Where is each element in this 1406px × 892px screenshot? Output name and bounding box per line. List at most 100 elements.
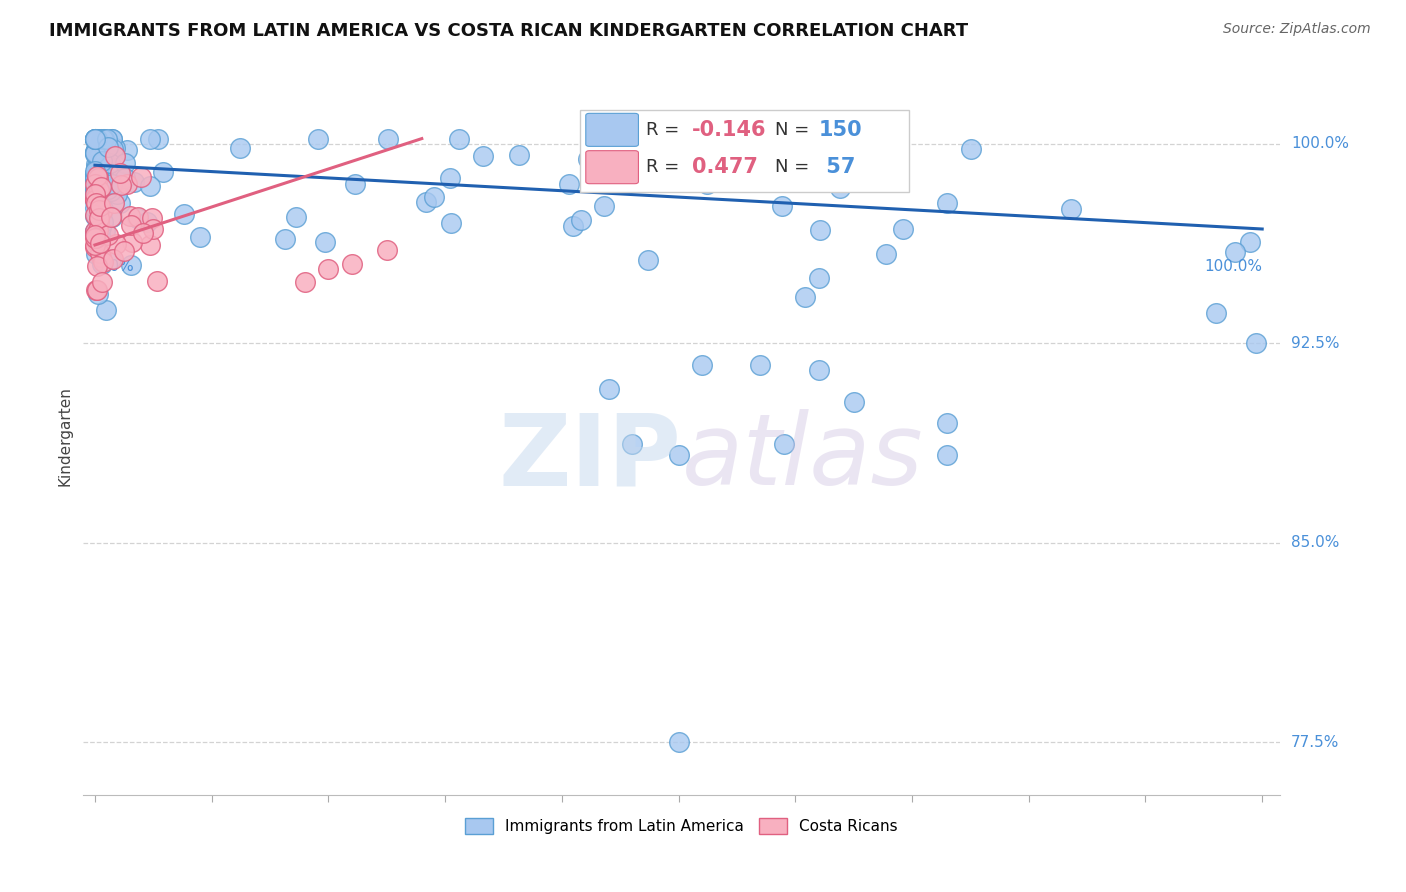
- Point: [84, 177, 107, 191]
- Point: [307, 131, 329, 145]
- Point: [96, 131, 118, 145]
- Point: [104, 141, 127, 155]
- Point: [439, 171, 461, 186]
- Point: [84, 227, 107, 242]
- Point: [84, 230, 107, 244]
- Point: [120, 218, 142, 232]
- Point: [84, 187, 107, 202]
- Point: [107, 182, 129, 196]
- Point: [314, 235, 336, 249]
- Point: [87, 149, 110, 163]
- Point: [89, 211, 111, 226]
- Text: 0.477: 0.477: [692, 157, 758, 178]
- Point: [637, 252, 659, 267]
- Point: [875, 247, 897, 261]
- Point: [91, 202, 114, 217]
- Point: [91, 168, 114, 182]
- Point: [101, 131, 124, 145]
- Point: [749, 358, 772, 372]
- Point: [110, 172, 132, 186]
- Point: [84, 235, 107, 249]
- Point: [90, 219, 112, 234]
- Point: [87, 179, 110, 194]
- Point: [87, 150, 110, 164]
- Point: [808, 222, 831, 236]
- Point: [141, 211, 163, 225]
- Point: [100, 210, 122, 224]
- Legend: Immigrants from Latin America, Costa Ricans: Immigrants from Latin America, Costa Ric…: [465, 819, 897, 834]
- Point: [89, 183, 111, 197]
- Point: [98, 155, 121, 169]
- Point: [84, 168, 107, 182]
- Point: [344, 177, 367, 191]
- Point: [90, 251, 112, 265]
- Point: [770, 199, 793, 213]
- Text: Source: ZipAtlas.com: Source: ZipAtlas.com: [1223, 22, 1371, 37]
- Point: [84, 247, 107, 261]
- Point: [96, 170, 118, 185]
- Point: [87, 223, 110, 237]
- Point: [89, 229, 111, 244]
- Point: [598, 382, 620, 396]
- Point: [84, 229, 107, 244]
- Point: [84, 231, 107, 245]
- Point: [1239, 235, 1261, 250]
- Point: [87, 166, 110, 180]
- Point: [84, 283, 107, 297]
- Point: [90, 154, 112, 169]
- Point: [94, 223, 117, 237]
- Point: [129, 169, 152, 184]
- Point: [104, 149, 127, 163]
- Point: [84, 143, 107, 157]
- Point: [84, 192, 107, 206]
- Point: [84, 210, 107, 224]
- Point: [84, 172, 107, 186]
- Text: IMMIGRANTS FROM LATIN AMERICA VS COSTA RICAN KINDERGARTEN CORRELATION CHART: IMMIGRANTS FROM LATIN AMERICA VS COSTA R…: [49, 22, 969, 40]
- Point: [90, 136, 112, 150]
- Text: -0.146: -0.146: [692, 120, 766, 140]
- Point: [807, 363, 830, 377]
- Point: [89, 236, 111, 251]
- Point: [84, 191, 107, 205]
- Point: [173, 207, 195, 221]
- Point: [87, 287, 110, 301]
- Point: [375, 244, 398, 258]
- Point: [84, 208, 107, 222]
- Point: [105, 186, 128, 201]
- Point: [90, 276, 112, 290]
- Point: [127, 210, 149, 224]
- Point: [125, 211, 148, 225]
- Point: [91, 208, 114, 222]
- Point: [84, 225, 107, 239]
- Text: 150: 150: [820, 120, 863, 140]
- Point: [84, 173, 107, 187]
- Point: [1060, 202, 1083, 216]
- Point: [91, 204, 114, 219]
- Point: [318, 261, 340, 276]
- Point: [772, 437, 794, 451]
- Point: [100, 252, 122, 266]
- Point: [84, 181, 107, 195]
- Point: [228, 141, 250, 155]
- Point: [84, 169, 107, 184]
- Point: [100, 210, 122, 224]
- Point: [117, 177, 139, 191]
- Point: [84, 131, 107, 145]
- Point: [84, 194, 107, 208]
- Point: [831, 173, 853, 187]
- Point: [422, 189, 444, 203]
- Point: [132, 226, 155, 240]
- Point: [114, 156, 136, 170]
- Point: [96, 302, 118, 317]
- Point: [807, 271, 830, 285]
- Point: [86, 131, 108, 145]
- Text: N =: N =: [775, 158, 815, 177]
- Point: [89, 199, 111, 213]
- Point: [935, 195, 957, 210]
- Point: [115, 143, 138, 157]
- Point: [139, 131, 162, 145]
- FancyBboxPatch shape: [579, 110, 908, 193]
- Point: [101, 142, 124, 156]
- Point: [284, 211, 307, 225]
- Point: [690, 358, 713, 372]
